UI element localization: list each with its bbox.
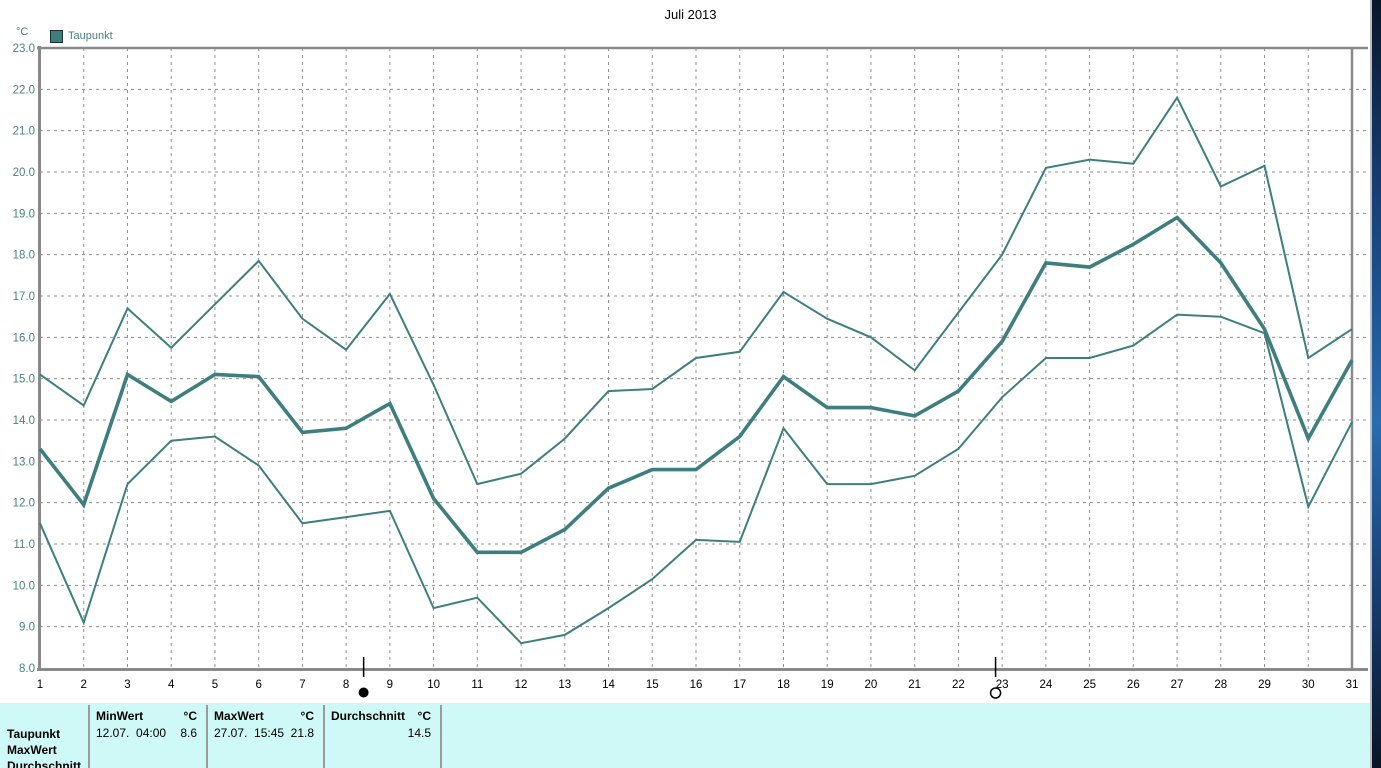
summary-panel: Taupunkt MaxWert Durchschnitt MinWert °C… <box>0 703 1372 768</box>
svg-text:9.0: 9.0 <box>19 622 35 634</box>
table-row-label-maxwert: MaxWert <box>7 743 57 757</box>
table-column-minwert: MinWert °C 12.07. 04:00 8.6 <box>90 703 206 768</box>
svg-text:9: 9 <box>387 679 393 691</box>
svg-text:13: 13 <box>558 679 571 691</box>
table-row-label-taupunkt: Taupunkt <box>7 727 61 741</box>
durchschnitt-unit: °C <box>417 709 431 723</box>
svg-text:19.0: 19.0 <box>13 208 35 220</box>
svg-text:23: 23 <box>996 679 1009 691</box>
svg-text:8: 8 <box>343 679 349 691</box>
durchschnitt-header: Durchschnitt <box>331 709 406 723</box>
legend: Taupunkt <box>50 29 113 43</box>
svg-text:22: 22 <box>952 679 965 691</box>
svg-text:24: 24 <box>1039 679 1052 691</box>
svg-text:16: 16 <box>690 679 703 691</box>
chart-title: Juli 2013 <box>664 7 717 22</box>
svg-text:2: 2 <box>81 679 87 691</box>
minwert-time: 12.07. 04:00 <box>96 726 167 740</box>
svg-text:28: 28 <box>1214 679 1227 691</box>
table-column-durchschnitt: Durchschnitt °C 14.5 <box>325 703 440 768</box>
maxwert-value: 21.8 <box>290 726 314 740</box>
svg-text:7: 7 <box>299 679 305 691</box>
svg-text:29: 29 <box>1258 679 1271 691</box>
svg-text:14: 14 <box>602 679 615 691</box>
legend-color-swatch <box>50 29 63 43</box>
table-separator <box>440 705 442 768</box>
svg-text:19: 19 <box>821 679 834 691</box>
svg-text:15.0: 15.0 <box>13 374 35 386</box>
maxwert-time: 27.07. 15:45 <box>214 726 285 740</box>
minwert-header: MinWert <box>96 709 144 723</box>
y-axis-unit-label: °C <box>16 26 29 38</box>
svg-text:11: 11 <box>471 679 483 691</box>
svg-text:10: 10 <box>427 679 440 691</box>
minwert-value: 8.6 <box>180 726 197 740</box>
svg-text:1: 1 <box>37 679 43 691</box>
svg-text:14.0: 14.0 <box>13 415 35 427</box>
svg-text:26: 26 <box>1127 679 1140 691</box>
svg-text:21: 21 <box>908 679 921 691</box>
svg-text:21.0: 21.0 <box>13 126 35 138</box>
durchschnitt-value: 14.5 <box>407 726 431 740</box>
svg-text:13.0: 13.0 <box>13 456 35 468</box>
maxwert-unit: °C <box>300 709 314 723</box>
svg-text:3: 3 <box>124 679 130 691</box>
svg-text:17: 17 <box>733 679 746 691</box>
svg-text:20: 20 <box>865 679 878 691</box>
svg-text:12.0: 12.0 <box>13 498 35 510</box>
desktop-background-strip <box>1370 0 1381 768</box>
svg-text:17.0: 17.0 <box>13 291 35 303</box>
svg-text:20.0: 20.0 <box>13 167 35 179</box>
svg-text:22.0: 22.0 <box>13 84 35 96</box>
svg-text:6: 6 <box>255 679 261 691</box>
svg-text:12: 12 <box>515 679 528 691</box>
minwert-unit: °C <box>183 709 197 723</box>
new-moon-icon <box>358 687 369 698</box>
maxwert-header: MaxWert <box>214 709 264 723</box>
svg-text:16.0: 16.0 <box>13 332 35 344</box>
table-separator <box>206 705 208 768</box>
svg-text:8.0: 8.0 <box>19 663 35 675</box>
svg-text:31: 31 <box>1346 679 1359 691</box>
svg-text:11.0: 11.0 <box>13 539 35 551</box>
table-column-maxwert: MaxWert °C 27.07. 15:45 21.8 <box>208 703 323 768</box>
svg-text:5: 5 <box>212 679 218 691</box>
svg-text:4: 4 <box>168 679 175 691</box>
svg-text:18: 18 <box>777 679 790 691</box>
svg-text:25: 25 <box>1083 679 1096 691</box>
table-separator <box>323 705 325 768</box>
svg-text:15: 15 <box>646 679 659 691</box>
full-moon-icon <box>989 687 1002 699</box>
table-row-label-durchschnitt: Durchschnitt <box>7 759 82 768</box>
svg-text:27: 27 <box>1171 679 1184 691</box>
table-separator <box>88 705 90 768</box>
svg-text:30: 30 <box>1302 679 1315 691</box>
svg-text:10.0: 10.0 <box>13 580 35 592</box>
legend-label: Taupunkt <box>68 30 113 42</box>
svg-text:23.0: 23.0 <box>13 43 35 55</box>
svg-text:18.0: 18.0 <box>13 250 35 262</box>
